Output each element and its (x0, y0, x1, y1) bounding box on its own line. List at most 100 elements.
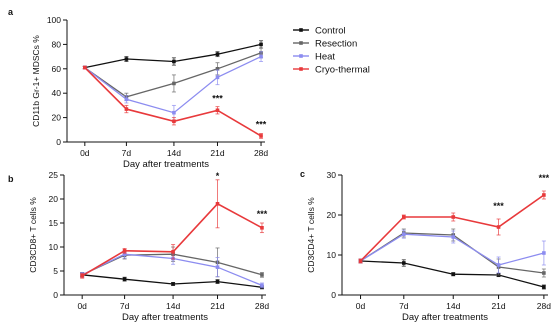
significance-label: *** (257, 209, 268, 219)
data-point (215, 52, 220, 56)
chart-panel-c: c 0 10 20 30 0d 7d 14d 21d 28d Day after treatment… (300, 169, 551, 323)
data-point (259, 134, 263, 138)
data-point (172, 119, 176, 124)
data-point (402, 232, 406, 236)
y-axis-label: CD3CD8+ T cells % (28, 197, 38, 273)
data-point (215, 279, 220, 284)
chart-panel-b: b 0 5 10 15 20 25 0d 7d 14d 21d 28d Day after treatm… (8, 170, 269, 323)
x-axis-label: Day after treatments (123, 159, 209, 170)
series-line (359, 194, 545, 262)
legend-label: Cryo-thermal (315, 65, 370, 76)
significance-label: *** (539, 173, 550, 183)
y-tick-label: 20 (49, 194, 59, 204)
data-point (124, 97, 129, 102)
x-tick-label: 28d (537, 301, 551, 311)
y-tick-label: 10 (327, 250, 337, 260)
legend-swatch-marker (299, 28, 303, 32)
legend-swatch-marker (299, 54, 303, 58)
chart-panel-a: a 0 20 40 60 80 100 0d 7d 14d 21d 28d Day after trea… (8, 7, 268, 170)
y-tick-label: 0 (53, 290, 58, 300)
data-point (80, 274, 84, 278)
data-point (215, 108, 220, 113)
data-point (215, 202, 220, 206)
data-point (260, 226, 264, 230)
data-point (496, 225, 501, 229)
data-point (542, 271, 546, 275)
data-point (259, 54, 263, 59)
data-point (215, 265, 220, 269)
data-point (215, 67, 220, 71)
x-tick-label: 14d (446, 301, 460, 311)
data-point (172, 59, 176, 64)
x-tick-label: 28d (255, 301, 269, 311)
y-tick-label: 25 (49, 170, 59, 180)
y-tick-label: 60 (52, 64, 62, 74)
data-point (124, 57, 129, 61)
series-control (358, 258, 546, 290)
y-axis-label: CD3CD4+ T cells % (306, 197, 316, 273)
y-tick-label: 5 (53, 266, 58, 276)
y-tick-label: 20 (327, 210, 337, 220)
data-point (259, 42, 263, 47)
y-tick-label: 15 (49, 218, 59, 228)
y-tick-label: 80 (52, 39, 62, 49)
x-tick-label: 0d (356, 301, 366, 311)
y-tick-label: 40 (52, 88, 62, 98)
data-point (122, 249, 127, 253)
x-tick-label: 21d (210, 148, 224, 158)
x-tick-label: 7d (122, 148, 132, 158)
series-line (81, 202, 263, 277)
legend-label: Heat (315, 52, 335, 63)
data-point (402, 261, 406, 265)
data-point (260, 283, 264, 288)
data-point (172, 110, 176, 115)
series-line (360, 232, 544, 274)
legend-item: Control (293, 26, 346, 37)
data-point (542, 285, 546, 289)
x-tick-label: 21d (210, 301, 224, 311)
series-heat (358, 229, 546, 274)
legend-label: Control (315, 26, 346, 37)
x-tick-label: 14d (167, 148, 181, 158)
x-axis-label: Day after treatments (402, 312, 488, 323)
significance-label: * (216, 171, 220, 181)
series-cryo-thermal (82, 65, 264, 139)
series-line (84, 67, 262, 137)
series-cryo-thermal (80, 179, 264, 279)
data-point (171, 282, 175, 286)
data-point (260, 273, 264, 277)
significance-label: *** (256, 119, 267, 129)
panel-label: c (300, 169, 305, 179)
x-tick-label: 7d (120, 301, 130, 311)
series-cryo-thermal (358, 190, 546, 264)
x-tick-label: 14d (166, 301, 180, 311)
y-tick-label: 0 (56, 137, 61, 147)
legend-item: Heat (293, 52, 335, 63)
x-tick-label: 0d (80, 148, 90, 158)
y-tick-label: 100 (47, 15, 61, 25)
data-point (122, 277, 127, 281)
data-point (172, 81, 176, 86)
x-tick-label: 28d (254, 148, 268, 158)
data-point (451, 272, 456, 276)
data-point (171, 250, 175, 254)
x-tick-label: 7d (399, 301, 409, 311)
significance-label: *** (493, 201, 504, 211)
y-tick-label: 30 (327, 170, 337, 180)
legend-item: Cryo-thermal (293, 65, 370, 76)
series-control (82, 40, 264, 70)
panel-label: a (8, 7, 14, 17)
data-point (542, 193, 546, 197)
data-point (496, 263, 501, 267)
significance-label: *** (212, 94, 223, 104)
panel-label: b (8, 174, 14, 184)
data-point (358, 259, 363, 263)
data-point (83, 65, 87, 70)
data-point (215, 75, 220, 80)
data-point (124, 107, 129, 111)
y-axis-label: CD11b Gr-1+ MDSCs % (31, 35, 41, 127)
y-tick-label: 10 (49, 242, 59, 252)
legend: Control Resection Heat Cryo-thermal (293, 26, 370, 76)
data-point (402, 215, 406, 219)
